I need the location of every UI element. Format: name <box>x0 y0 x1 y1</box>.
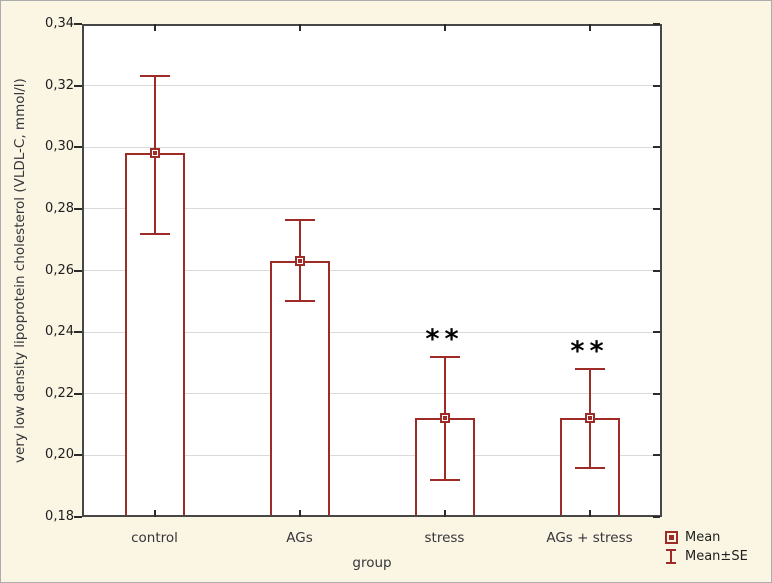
y-tick-label: 0,20 <box>45 447 74 463</box>
gridline <box>82 393 662 395</box>
category-label: stress <box>424 530 465 546</box>
legend-label-mean: Mean <box>685 530 721 545</box>
y-tick <box>74 269 82 272</box>
mean-marker <box>584 413 595 424</box>
y-tick <box>74 392 82 395</box>
error-cap-bottom <box>139 232 170 235</box>
error-cap-bottom <box>429 479 460 481</box>
mean-marker <box>439 413 450 424</box>
y-tick <box>74 84 82 87</box>
category-label: AGs + stress <box>546 530 633 546</box>
error-cap-bottom <box>284 300 315 303</box>
significance-annotation: ** <box>425 323 464 355</box>
y-tick <box>74 454 82 457</box>
mean-marker <box>294 256 305 267</box>
x-tick-top <box>153 24 156 31</box>
mean-square-icon <box>664 529 679 546</box>
y-tick-label: 0,18 <box>45 509 74 524</box>
y-tick-label: 0,28 <box>45 200 74 216</box>
x-axis-title: group <box>352 555 392 571</box>
gridline <box>82 85 662 87</box>
y-tick-inner <box>653 207 660 210</box>
gridline <box>82 208 662 210</box>
y-tick-label: 0,24 <box>45 324 74 340</box>
x-tick-top <box>443 24 446 31</box>
gridline <box>82 270 662 271</box>
y-tick-inner <box>653 454 660 457</box>
y-tick-label: 0,34 <box>45 16 74 31</box>
x-tick-top <box>588 24 591 31</box>
error-cap-top <box>574 368 605 371</box>
legend-row-se: Mean±SE <box>664 548 748 565</box>
legend-row-mean: Mean <box>664 529 748 546</box>
mean-marker <box>149 148 160 159</box>
x-tick-top <box>298 24 301 31</box>
bar <box>124 153 185 517</box>
bar <box>269 261 330 517</box>
y-tick <box>74 331 82 334</box>
error-cap-bottom <box>574 466 605 469</box>
x-tick-bottom <box>588 510 591 517</box>
gridline <box>82 331 662 333</box>
category-label: control <box>131 530 178 546</box>
y-tick-inner <box>653 84 660 87</box>
y-tick-inner <box>653 516 660 518</box>
error-bar-icon <box>664 548 679 565</box>
significance-annotation: ** <box>570 336 609 368</box>
y-tick-label: 0,32 <box>45 77 74 93</box>
y-tick-inner <box>653 392 660 395</box>
y-tick-label: 0,26 <box>45 262 74 278</box>
x-tick-bottom <box>298 510 301 517</box>
y-tick <box>74 207 82 210</box>
error-cap-top <box>429 355 460 358</box>
x-tick-bottom <box>443 510 446 517</box>
x-tick-bottom <box>153 510 156 517</box>
category-label: AGs <box>286 530 313 546</box>
error-cap-top <box>284 218 315 221</box>
y-tick-label: 0,30 <box>45 139 74 155</box>
gridline <box>82 146 662 148</box>
y-tick-inner <box>653 331 660 334</box>
y-tick-inner <box>653 146 660 149</box>
legend-label-se: Mean±SE <box>685 549 748 564</box>
y-tick <box>74 516 82 518</box>
plot-area: 0,18 0,20 0,22 0,24 0,26 0,28 0,30 0,32 0,34 cont… <box>45 16 662 546</box>
y-tick-label: 0,22 <box>45 385 74 401</box>
gridline <box>82 454 662 456</box>
y-tick-inner <box>653 269 660 272</box>
y-tick-inner <box>653 23 660 25</box>
y-tick <box>74 23 82 25</box>
legend: Mean Mean±SE <box>664 529 748 567</box>
error-cap-top <box>139 75 170 78</box>
y-tick <box>74 146 82 149</box>
